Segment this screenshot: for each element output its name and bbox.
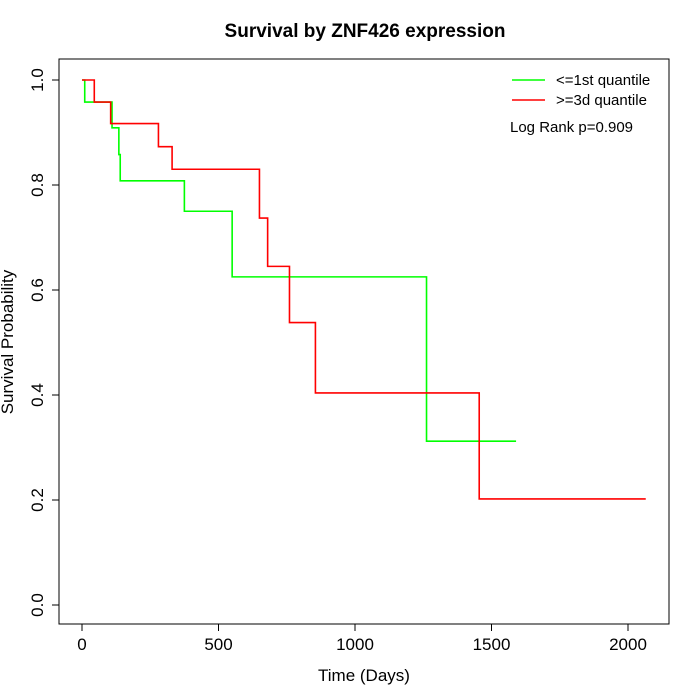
y-axis-label: Survival Probability [0,269,17,414]
x-tick-label: 2000 [609,635,647,654]
log-rank-annotation: Log Rank p=0.909 [510,119,633,136]
y-tick-label: 0.2 [28,488,47,512]
y-tick-label: 0.4 [28,383,47,407]
x-tick-label: 1500 [473,635,511,654]
series-line [82,79,517,442]
legend-label: >=3d quantile [556,92,647,109]
chart-title: Survival by ZNF426 expression [225,21,506,42]
legend: <=1st quantile >=3d quantile [512,72,650,109]
plot-area [58,58,670,625]
y-tick-label: 0.6 [28,278,47,302]
y-axis: 0.0 0.2 0.4 0.6 0.8 1.0 [28,68,60,617]
x-tick-label: 0 [77,635,86,654]
series-layer [82,79,646,500]
x-tick-label: 1000 [336,635,374,654]
x-tick-label: 500 [204,635,232,654]
series-line [82,79,646,500]
legend-label: <=1st quantile [556,72,650,89]
x-axis: 0 500 1000 1500 2000 [77,623,647,654]
y-tick-label: 1.0 [28,68,47,92]
x-axis-label: Time (Days) [318,666,410,685]
y-tick-label: 0.8 [28,173,47,197]
y-tick-label: 0.0 [28,593,47,617]
